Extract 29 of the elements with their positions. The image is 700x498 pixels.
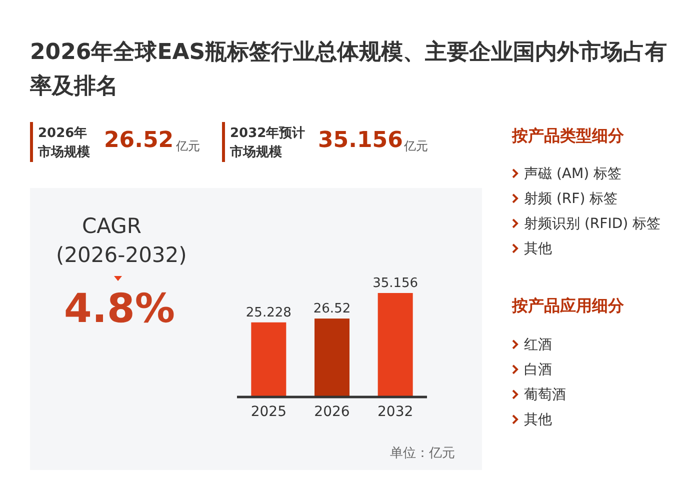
text: 其他	[524, 411, 552, 429]
chart-title: 2026年全球EAS瓶标签行业总体规模、主要企业国内外市场占有率及排名	[30, 38, 668, 101]
text: 射频 (RF) 标签	[524, 190, 618, 208]
data-label: 35.156	[372, 276, 418, 291]
text: 其他	[524, 240, 552, 258]
x-tick-label: 2025	[250, 404, 286, 420]
text: 2026年	[38, 125, 88, 142]
text: 市场规模	[230, 144, 282, 161]
x-tick-label: 2032	[378, 404, 414, 420]
text: 亿元	[404, 138, 428, 155]
text: 26.52	[104, 128, 174, 153]
text: 2032年预计	[230, 125, 306, 142]
text: 葡萄酒	[524, 386, 566, 404]
text: 声磁 (AM) 标签	[524, 165, 622, 183]
text: (2026-2032)	[56, 243, 187, 267]
data-label: 25.228	[246, 305, 292, 320]
data-label: 26.52	[313, 302, 351, 317]
text: 市场规模	[38, 144, 90, 161]
text: 4.8%	[64, 286, 175, 332]
x-tick-label: 2026	[314, 404, 350, 420]
text: 单位：亿元	[390, 445, 455, 462]
text: 35.156	[318, 128, 403, 153]
text: 按产品类型细分	[512, 126, 624, 147]
text: 射频识别 (RFID) 标签	[524, 215, 661, 233]
text: 白酒	[524, 361, 552, 379]
text: 按产品应用细分	[512, 296, 624, 317]
text: CAGR	[82, 214, 142, 238]
text: 亿元	[176, 138, 200, 155]
text: 红酒	[524, 336, 552, 354]
